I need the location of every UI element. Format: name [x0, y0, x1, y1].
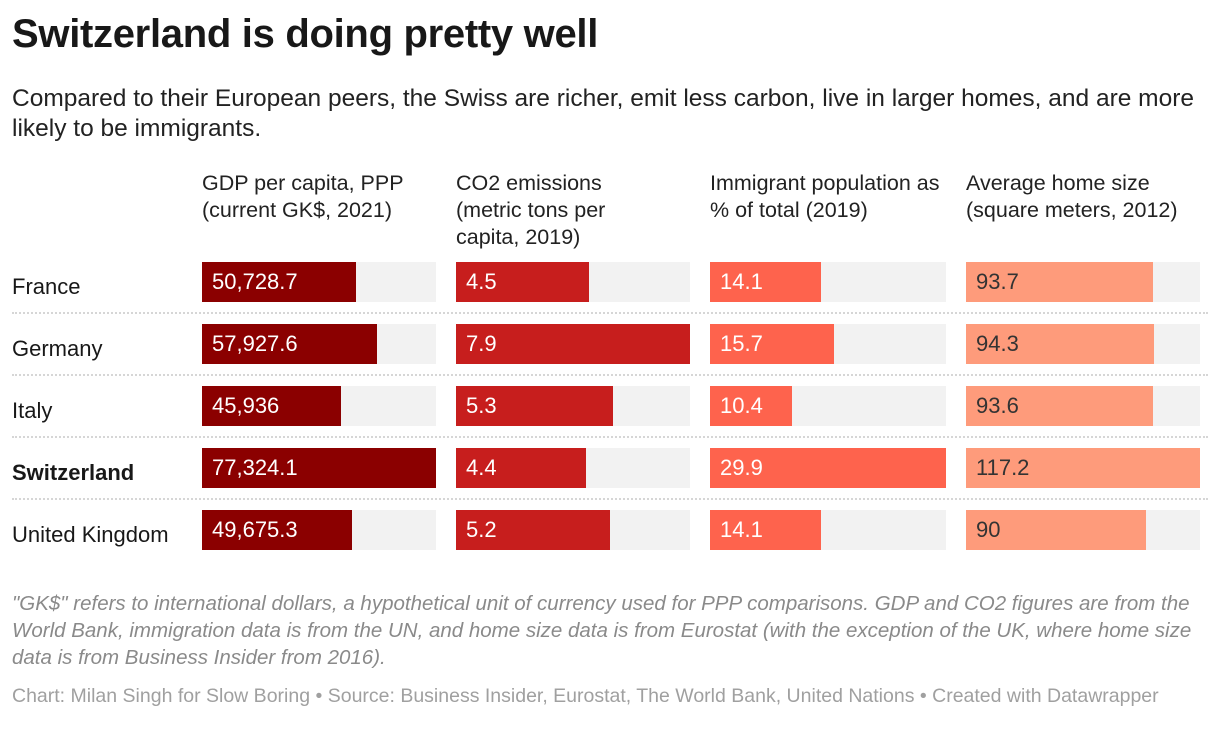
chart-subtitle: Compared to their European peers, the Sw… [12, 85, 1195, 142]
bar-track: 57,927.6 [202, 324, 436, 364]
bar-value-label: 15.7 [720, 331, 763, 356]
bar-track: 94.3 [966, 324, 1200, 364]
bar-value-label: 14.1 [720, 517, 763, 542]
bar-value-label: 4.5 [466, 269, 497, 294]
bar [456, 510, 611, 550]
bar-value-label: 5.2 [466, 517, 497, 542]
bar-value-label: 14.1 [720, 269, 763, 294]
row-divider [12, 374, 1208, 376]
bar-value-label: 29.9 [720, 455, 763, 480]
bar-value-label: 117.2 [976, 455, 1030, 480]
column-header-home-size: Average home size (square meters, 2012) [966, 171, 1178, 222]
bar [456, 324, 690, 364]
bar [710, 324, 834, 364]
bar [966, 386, 1153, 426]
bar-value-label: 90 [976, 517, 1001, 542]
bar-track: 93.7 [966, 262, 1200, 302]
table-row: Germany 57,927.6 7.9 15.7 94.3 [12, 318, 1208, 380]
bar [966, 262, 1154, 302]
bar-track: 50,728.7 [202, 262, 436, 302]
bar [456, 262, 590, 302]
bar-value-label: 10.4 [720, 393, 763, 418]
chart-title: Switzerland is doing pretty well [12, 12, 599, 56]
bar-value-label: 94.3 [976, 331, 1019, 356]
row-label: Germany [12, 336, 103, 361]
bar [202, 262, 356, 302]
row-label: United Kingdom [12, 522, 169, 547]
bar [202, 386, 341, 426]
bar-track: 45,936 [202, 386, 436, 426]
bar-track: 29.9 [710, 448, 946, 488]
bar-value-label: 5.3 [466, 393, 497, 418]
bar-value-label: 57,927.6 [212, 331, 298, 356]
bar [202, 510, 353, 550]
bar-track: 7.9 [456, 324, 690, 364]
bar [966, 324, 1155, 364]
bar [966, 448, 1200, 488]
bar [202, 448, 436, 488]
row-label: France [12, 274, 81, 299]
bar-track: 4.4 [456, 448, 690, 488]
bar-track: 14.1 [710, 510, 946, 550]
column-header-gdp: GDP per capita, PPP (current GK$, 2021) [202, 171, 404, 222]
bar [710, 262, 822, 302]
bar [710, 510, 822, 550]
bar-track: 5.2 [456, 510, 690, 550]
bar-track: 15.7 [710, 324, 946, 364]
bar [202, 324, 378, 364]
bar-value-label: 93.6 [976, 393, 1019, 418]
column-header-immigrant: Immigrant population as % of total (2019… [710, 171, 940, 222]
bar-track: 5.3 [456, 386, 690, 426]
chart-notes: "GK$" refers to international dollars, a… [12, 592, 1192, 669]
row-divider [12, 312, 1208, 314]
table-row: Italy 45,936 5.3 10.4 93.6 [12, 380, 1208, 442]
bar [710, 448, 946, 488]
bar-track: 117.2 [966, 448, 1200, 488]
column-header-co2: CO2 emissions (metric tons per capita, 2… [456, 171, 606, 249]
bar [966, 510, 1146, 550]
chart-footer: Chart: Milan Singh for Slow Boring • Sou… [12, 685, 1159, 707]
bar-track: 49,675.3 [202, 510, 436, 550]
bar-track: 77,324.1 [202, 448, 436, 488]
bar-track: 93.6 [966, 386, 1200, 426]
table-row: United Kingdom 49,675.3 5.2 14.1 90 [12, 504, 1208, 566]
bar-track: 10.4 [710, 386, 946, 426]
bar-value-label: 49,675.3 [212, 517, 298, 542]
bar [456, 448, 587, 488]
bar-track: 14.1 [710, 262, 946, 302]
bar-value-label: 93.7 [976, 269, 1019, 294]
table-row: Switzerland 77,324.1 4.4 29.9 117.2 [12, 442, 1208, 504]
bar-value-label: 4.4 [466, 455, 497, 480]
bar-value-label: 50,728.7 [212, 269, 298, 294]
bar [710, 386, 793, 426]
row-label: Switzerland [12, 460, 135, 485]
bar-track: 90 [966, 510, 1200, 550]
bar-value-label: 45,936 [212, 393, 280, 418]
row-divider [12, 498, 1208, 500]
bar-value-label: 77,324.1 [212, 455, 298, 480]
bar-value-label: 7.9 [466, 331, 497, 356]
bar-track: 4.5 [456, 262, 690, 302]
row-label: Italy [12, 398, 53, 423]
row-divider [12, 436, 1208, 438]
table-row: France 50,728.7 4.5 14.1 93.7 [12, 256, 1208, 318]
bar [456, 386, 613, 426]
